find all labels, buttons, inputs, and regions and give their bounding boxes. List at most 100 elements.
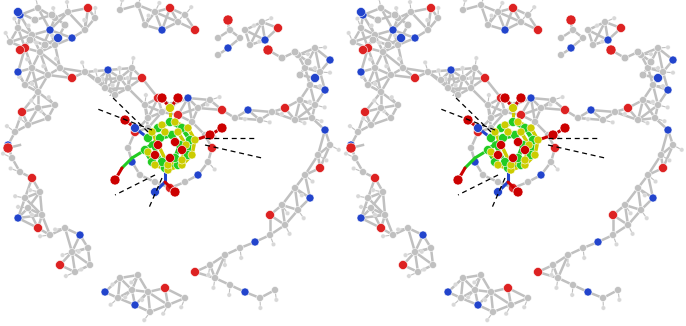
Circle shape — [570, 293, 574, 297]
Circle shape — [51, 14, 58, 22]
Circle shape — [472, 280, 477, 285]
Circle shape — [556, 135, 560, 139]
Circle shape — [131, 301, 139, 309]
Circle shape — [567, 44, 575, 52]
Circle shape — [215, 35, 222, 41]
Circle shape — [309, 114, 316, 122]
Circle shape — [205, 102, 209, 107]
Circle shape — [434, 14, 442, 22]
Circle shape — [84, 244, 91, 251]
Circle shape — [659, 164, 667, 172]
Circle shape — [223, 15, 233, 25]
Circle shape — [508, 184, 517, 192]
Circle shape — [377, 40, 381, 45]
Circle shape — [584, 26, 591, 34]
Circle shape — [124, 84, 132, 92]
Circle shape — [560, 106, 569, 114]
Circle shape — [152, 179, 158, 185]
Circle shape — [652, 114, 659, 122]
Circle shape — [474, 301, 482, 309]
Circle shape — [100, 76, 104, 81]
Circle shape — [477, 2, 484, 8]
Circle shape — [226, 281, 233, 289]
Circle shape — [307, 100, 312, 104]
Circle shape — [3, 31, 8, 35]
Circle shape — [357, 7, 366, 17]
Circle shape — [38, 212, 45, 218]
Circle shape — [213, 167, 217, 171]
Circle shape — [50, 33, 54, 37]
Circle shape — [145, 289, 152, 295]
Circle shape — [359, 205, 364, 209]
Circle shape — [104, 66, 112, 74]
Circle shape — [460, 75, 466, 82]
Circle shape — [595, 23, 599, 28]
Circle shape — [25, 122, 32, 128]
Circle shape — [8, 166, 13, 171]
Circle shape — [600, 39, 604, 44]
Circle shape — [12, 128, 19, 136]
Circle shape — [178, 124, 187, 132]
Circle shape — [143, 134, 152, 142]
Circle shape — [307, 82, 314, 88]
Circle shape — [580, 244, 587, 251]
Circle shape — [460, 7, 466, 13]
Circle shape — [131, 56, 136, 60]
Circle shape — [306, 52, 310, 56]
Circle shape — [388, 114, 394, 122]
Circle shape — [137, 73, 147, 82]
Circle shape — [369, 36, 377, 44]
Circle shape — [296, 96, 303, 103]
Circle shape — [394, 14, 401, 22]
Circle shape — [146, 13, 151, 18]
Circle shape — [65, 0, 69, 4]
Circle shape — [525, 12, 529, 16]
Circle shape — [14, 68, 22, 76]
Circle shape — [151, 161, 159, 169]
Circle shape — [12, 16, 16, 21]
Circle shape — [537, 171, 545, 179]
Circle shape — [368, 57, 372, 62]
Circle shape — [370, 173, 379, 183]
Circle shape — [504, 312, 508, 316]
Circle shape — [372, 32, 379, 38]
Circle shape — [486, 134, 495, 142]
Circle shape — [46, 26, 54, 34]
Circle shape — [176, 141, 185, 150]
Circle shape — [404, 21, 412, 29]
Circle shape — [357, 68, 365, 76]
Circle shape — [361, 116, 366, 121]
Circle shape — [357, 214, 365, 222]
Circle shape — [117, 75, 123, 82]
Circle shape — [521, 161, 529, 169]
Circle shape — [21, 195, 29, 201]
Circle shape — [4, 141, 12, 149]
Circle shape — [174, 111, 182, 120]
Circle shape — [174, 19, 182, 25]
Circle shape — [351, 166, 356, 171]
Circle shape — [547, 158, 554, 166]
Circle shape — [47, 95, 51, 99]
Circle shape — [79, 267, 83, 272]
Circle shape — [321, 126, 329, 134]
Circle shape — [34, 5, 41, 11]
Circle shape — [447, 66, 455, 74]
Circle shape — [165, 117, 174, 126]
Circle shape — [281, 221, 289, 229]
Circle shape — [134, 272, 141, 278]
Circle shape — [495, 179, 501, 185]
Circle shape — [617, 23, 626, 33]
Circle shape — [268, 120, 272, 125]
Circle shape — [38, 109, 43, 113]
Circle shape — [486, 93, 491, 97]
Circle shape — [292, 185, 298, 191]
Circle shape — [373, 82, 377, 86]
Circle shape — [410, 73, 420, 82]
Circle shape — [287, 232, 292, 236]
Circle shape — [157, 93, 167, 103]
Circle shape — [639, 96, 646, 103]
Circle shape — [407, 8, 414, 16]
Circle shape — [460, 274, 466, 281]
Circle shape — [27, 23, 31, 28]
Circle shape — [508, 103, 517, 112]
